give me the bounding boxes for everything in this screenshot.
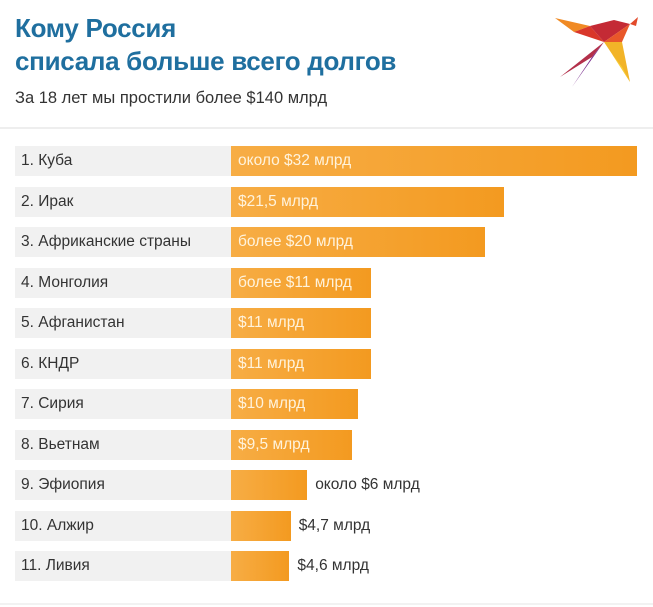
chart-title: Кому Россия списала больше всего долгов (15, 12, 396, 78)
bar (231, 551, 290, 581)
data-label: $11 млрд (238, 354, 305, 372)
divider-bottom (0, 603, 653, 605)
category-label: 11. Ливия (15, 551, 231, 581)
data-label: $11 млрд (238, 314, 305, 331)
category-label: 9. Эфиопия (15, 470, 231, 500)
bar (231, 429, 352, 460)
bar (231, 146, 638, 176)
data-label: $4,7 млрд (298, 516, 371, 534)
data-label: $9,5 млрд (238, 435, 310, 453)
category-label: 8. Вьетнам (15, 429, 231, 460)
bar-row: 4. Монголия более $11 млрд (15, 267, 645, 298)
bar-row: 5. Афганистан $11 млрд (15, 308, 645, 338)
bar (231, 348, 371, 379)
bar (231, 470, 308, 500)
bird-icon (555, 17, 638, 87)
bar (231, 227, 485, 257)
data-label: $4,6 млрд (297, 557, 369, 574)
bar (231, 308, 371, 338)
data-label: около $32 млрд (238, 152, 352, 169)
data-label: $10 млрд (238, 395, 306, 412)
bar-row: 10. Алжир $4,7 млрд (15, 510, 645, 541)
category-label: 4. Монголия (15, 267, 231, 298)
bar (231, 186, 505, 217)
bar-row: 1. Куба около $32 млрд (15, 146, 645, 176)
category-label: 3. Африканские страны (15, 227, 231, 257)
category-label: 5. Афганистан (15, 308, 231, 338)
bar-row: 11. Ливия $4,6 млрд (15, 551, 645, 581)
data-label: $21,5 млрд (238, 192, 319, 210)
category-label: 2. Ирак (15, 186, 231, 217)
bar-row: 8. Вьетнам $9,5 млрд (15, 429, 645, 460)
bar (231, 389, 358, 419)
chart-subtitle: За 18 лет мы простили более $140 млрд (15, 89, 328, 107)
category-label: 10. Алжир (15, 510, 231, 541)
bar (231, 510, 291, 541)
bar-row: 7. Сирия $10 млрд (15, 389, 645, 419)
data-label: более $20 млрд (238, 233, 353, 250)
data-label: около $6 млрд (315, 476, 420, 493)
title-line-1: Кому Россия (15, 13, 176, 43)
title-line-2: списала больше всего долгов (15, 46, 397, 76)
bar-row: 6. КНДР $11 млрд (15, 348, 645, 379)
category-label: 1. Куба (15, 146, 231, 176)
bar-row: 9. Эфиопия около $6 млрд (15, 470, 645, 500)
data-label: более $11 млрд (238, 273, 352, 291)
divider (0, 127, 653, 129)
category-label: 6. КНДР (15, 348, 231, 379)
bar-row: 3. Африканские страны более $20 млрд (15, 227, 645, 257)
bar-row: 2. Ирак $21,5 млрд (15, 186, 645, 217)
bar (231, 267, 371, 298)
category-label: 7. Сирия (15, 389, 231, 419)
